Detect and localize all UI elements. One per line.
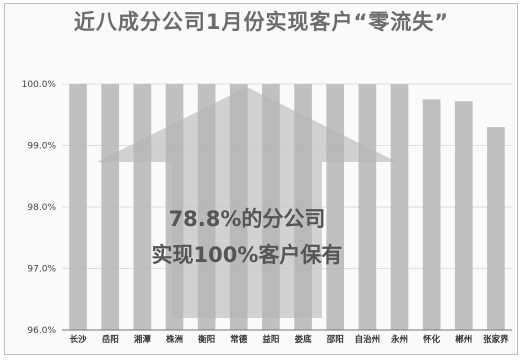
bar [487, 127, 505, 330]
x-tick-label: 岳阳 [102, 334, 119, 345]
y-tick-label: 97.0% [27, 265, 56, 275]
x-tick-label: 自治州 [355, 334, 381, 345]
x-tick-label: 永州 [390, 334, 408, 345]
x-tick-label: 株洲 [166, 334, 183, 345]
bar [165, 84, 184, 330]
x-tick-label: 常德 [230, 334, 248, 345]
bar [358, 84, 377, 330]
bar [262, 84, 280, 330]
x-tick-label: 张家界 [483, 334, 509, 345]
bar [229, 84, 248, 330]
y-tick-label: 96.0% [27, 326, 56, 336]
x-tick-label: 邵阳 [326, 335, 344, 345]
bar [294, 84, 312, 330]
bar [197, 84, 216, 330]
bar [422, 99, 441, 330]
bar [390, 84, 409, 330]
x-tick-label: 怀化 [423, 334, 441, 345]
annotation-line-1: 78.8%的分公司 [169, 207, 326, 231]
x-tick-label: 长沙 [70, 334, 88, 345]
x-tick-label: 郴州 [455, 334, 472, 345]
x-tick-label: 益阳 [262, 334, 279, 345]
bar [69, 84, 87, 330]
y-tick-label: 98.0% [27, 203, 56, 213]
annotation-line-2: 实现100%客户保有 [152, 243, 343, 267]
bar [133, 84, 152, 330]
x-tick-label: 娄底 [295, 334, 313, 345]
y-tick-label: 100.0% [22, 80, 57, 90]
bars [69, 84, 505, 330]
y-tick-label: 99.0% [27, 142, 56, 152]
bar [326, 84, 345, 330]
chart-title: 近八成分公司1月份实现客户“零流失” [73, 10, 450, 34]
bar [101, 84, 120, 330]
x-tick-label: 衡阳 [198, 334, 215, 345]
x-axis-ticks: 长沙 岳阳 湘潭 株洲 衡阳 常德 益阳 娄底 邵阳 自治州 永州 怀化 郴州 张家界 [70, 334, 510, 345]
y-axis-ticks: 96.0% 97.0% 98.0% 99.0% 100.0% [22, 80, 57, 336]
x-tick-label: 湘潭 [134, 334, 152, 345]
bar [454, 101, 473, 330]
